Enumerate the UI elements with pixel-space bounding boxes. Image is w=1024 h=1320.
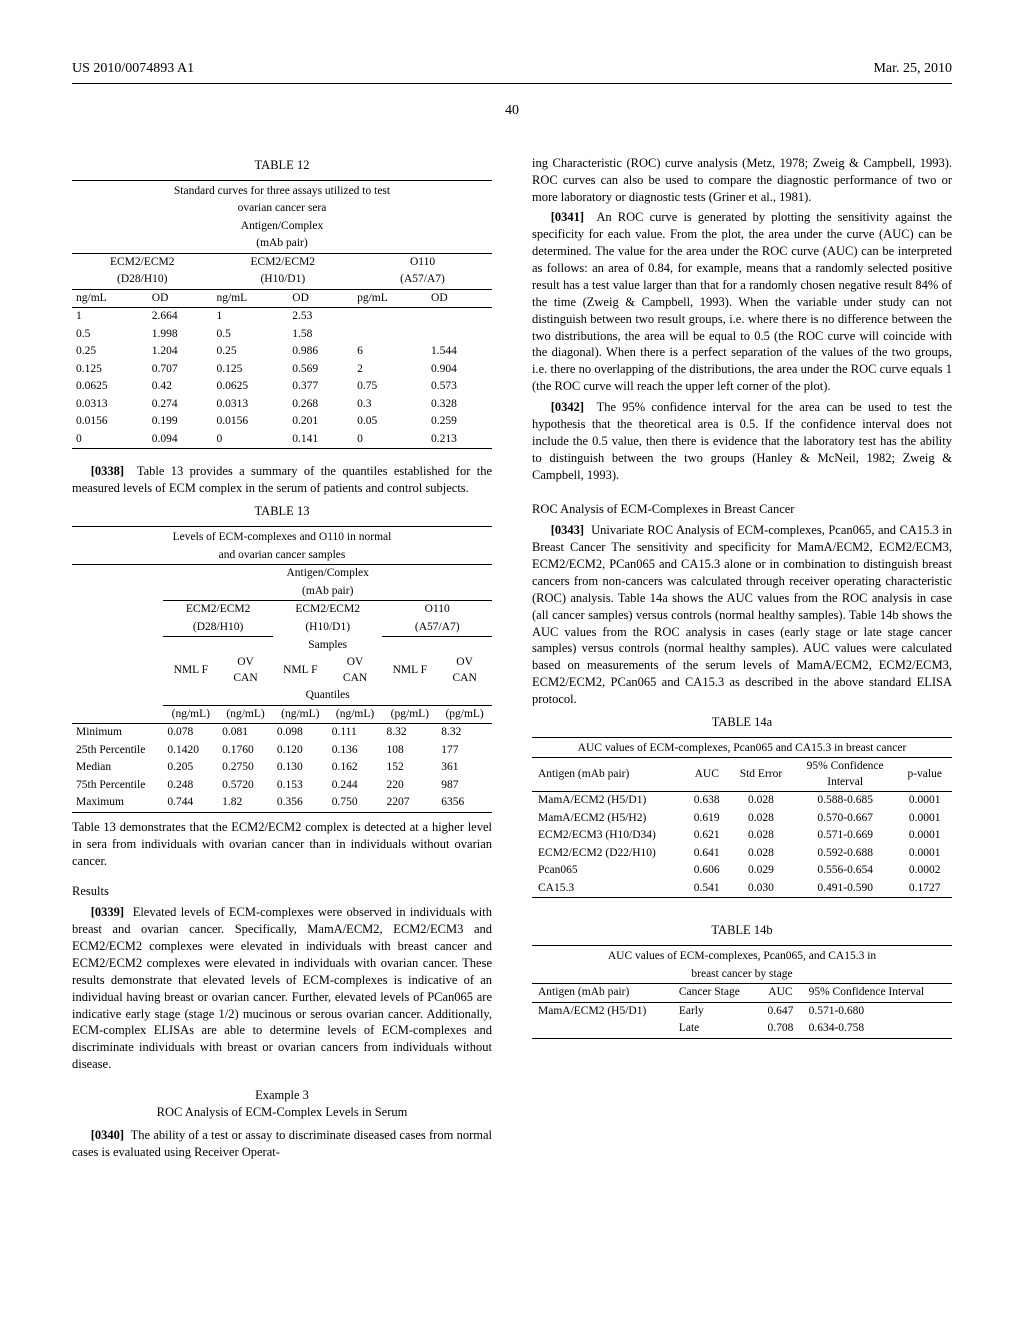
table-row: ECM2/ECM3 (H10/D34)0.6210.0280.571-0.669…: [532, 827, 952, 845]
columns: TABLE 12 Standard curves for three assay…: [72, 151, 952, 1165]
table-14a: AUC values of ECM-complexes, Pcan065 and…: [532, 737, 952, 901]
doc-date: Mar. 25, 2010: [873, 60, 952, 79]
table-row: 0.01560.1990.01560.2010.050.259: [72, 413, 492, 431]
table-row: 0.03130.2740.03130.2680.30.328: [72, 396, 492, 414]
table-row: Maximum0.7441.820.3560.75022076356: [72, 794, 492, 812]
left-column: TABLE 12 Standard curves for three assay…: [72, 151, 492, 1165]
para-0342: [0342] The 95% confidence interval for t…: [532, 399, 952, 483]
table-row: ECM2/ECM2 (D22/H10)0.6410.0280.592-0.688…: [532, 845, 952, 863]
para-0343: [0343] Univariate ROC Analysis of ECM-co…: [532, 522, 952, 708]
table-12: Standard curves for three assays utilize…: [72, 180, 492, 452]
table-row: 0.1250.7070.1250.56920.904: [72, 361, 492, 379]
table-row: Median0.2050.27500.1300.162152361: [72, 759, 492, 777]
table-row: Minimum0.0780.0810.0980.1118.328.32: [72, 724, 492, 742]
table-row: 0.06250.420.06250.3770.750.573: [72, 378, 492, 396]
header-rule: [72, 83, 952, 84]
page-header: US 2010/0074893 A1 Mar. 25, 2010: [72, 60, 952, 79]
table-row: 25th Percentile0.14200.17600.1200.136108…: [72, 742, 492, 760]
table-row: MamA/ECM2 (H5/H2)0.6190.0280.570-0.6670.…: [532, 810, 952, 828]
table-row: 0.51.9980.51.58: [72, 326, 492, 344]
t14a-label: TABLE 14a: [532, 714, 952, 731]
para-0339: [0339] Elevated levels of ECM-complexes …: [72, 904, 492, 1073]
results-head: Results: [72, 883, 492, 900]
t14b-label: TABLE 14b: [532, 922, 952, 939]
table-row: 0.251.2040.250.98661.544: [72, 343, 492, 361]
example-3-sub: ROC Analysis of ECM-Complex Levels in Se…: [72, 1104, 492, 1121]
table-row: 12.66412.53: [72, 308, 492, 326]
table-13: Levels of ECM-complexes and O110 in norm…: [72, 526, 492, 815]
t12-label: TABLE 12: [72, 157, 492, 174]
table-row: MamA/ECM2 (H5/D1)0.6380.0280.588-0.6850.…: [532, 792, 952, 810]
doc-number: US 2010/0074893 A1: [72, 60, 194, 79]
example-3-title: Example 3: [72, 1087, 492, 1104]
table-row: 00.09400.14100.213: [72, 431, 492, 449]
table-row: MamA/ECM2 (H5/D1)Early0.6470.571-0.680: [532, 1002, 952, 1020]
t13-label: TABLE 13: [72, 503, 492, 520]
table-row: Pcan0650.6060.0290.556-0.6540.0002: [532, 862, 952, 880]
para-0341: [0341] An ROC curve is generated by plot…: [532, 209, 952, 395]
table-row: Late0.7080.634-0.758: [532, 1020, 952, 1038]
right-column: ing Characteristic (ROC) curve analysis …: [532, 151, 952, 1165]
table-row: CA15.30.5410.0300.491-0.5900.1727: [532, 880, 952, 898]
roc-head: ROC Analysis of ECM-Complexes in Breast …: [532, 501, 952, 518]
table-14b: AUC values of ECM-complexes, Pcan065, an…: [532, 945, 952, 1041]
para-0338: [0338] Table 13 provides a summary of th…: [72, 463, 492, 497]
table-row: 75th Percentile0.2480.57200.1530.2442209…: [72, 777, 492, 795]
para-0340: [0340] The ability of a test or assay to…: [72, 1127, 492, 1161]
post-t13-text: Table 13 demonstrates that the ECM2/ECM2…: [72, 819, 492, 870]
page-number: 40: [72, 102, 952, 121]
para-cont: ing Characteristic (ROC) curve analysis …: [532, 155, 952, 206]
